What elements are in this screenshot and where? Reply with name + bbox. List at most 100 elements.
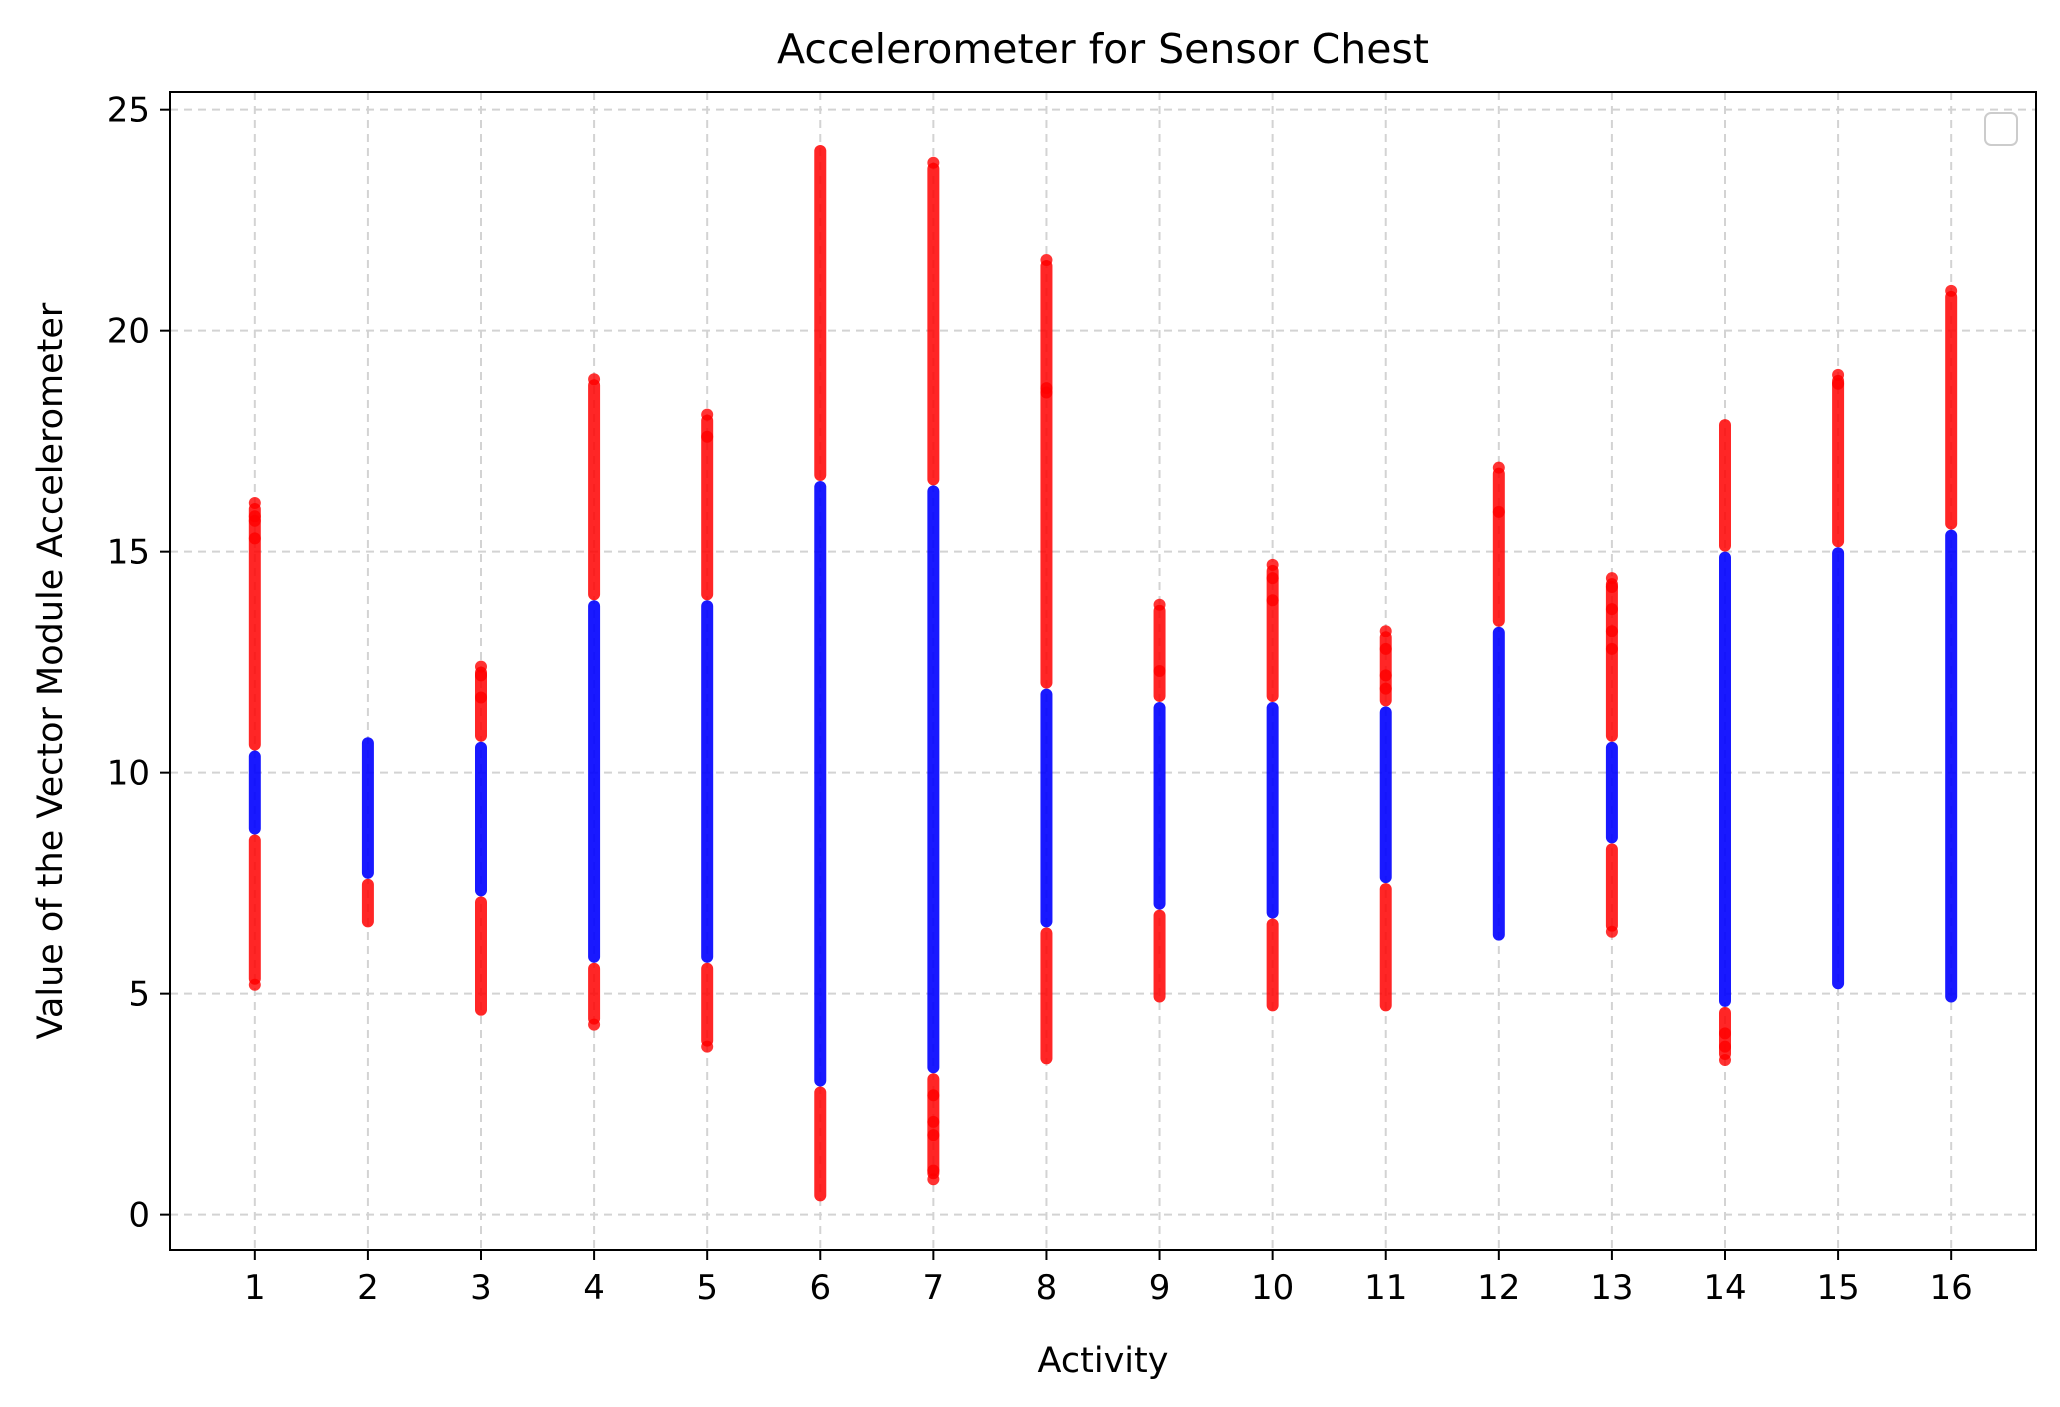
- upper-tail-points: [814, 145, 827, 481]
- y-tick-label: 10: [107, 754, 150, 794]
- outlier-point: [927, 1089, 940, 1102]
- outlier-point: [927, 156, 940, 169]
- outlier-point: [588, 373, 601, 386]
- y-tick-label: 0: [128, 1196, 150, 1236]
- y-tick-label: 20: [107, 312, 150, 352]
- x-tick-label: 3: [470, 1268, 492, 1308]
- outlier-point: [1719, 1027, 1731, 1040]
- lower-tail-points: [1153, 909, 1166, 1003]
- x-tick-label: 15: [1816, 1268, 1859, 1308]
- upper-tail-points: [1719, 419, 1731, 552]
- outlier-point: [1379, 642, 1392, 655]
- x-tick-label: 4: [583, 1268, 605, 1308]
- chart-title: Accelerometer for Sensor Chest: [777, 25, 1429, 73]
- activity-8-series: [1040, 253, 1053, 1065]
- band-points: [1605, 741, 1618, 844]
- upper-tail-points: [248, 503, 261, 751]
- outlier-point: [1379, 625, 1392, 638]
- outlier-point: [927, 1115, 940, 1128]
- band-points: [927, 485, 940, 1074]
- lower-tail-points: [1605, 843, 1618, 932]
- y-tick-label: 5: [128, 975, 150, 1015]
- upper-tail-points: [1832, 374, 1845, 548]
- activity-14-series: [1719, 419, 1731, 1066]
- lower-tail-points: [1379, 883, 1392, 1012]
- upper-tail-points: [1605, 578, 1618, 742]
- outlier-point: [927, 1164, 940, 1177]
- band-points: [1379, 706, 1392, 884]
- outlier-point: [1605, 572, 1618, 585]
- band-points: [1266, 701, 1279, 919]
- outlier-point: [1379, 669, 1392, 682]
- outlier-point: [1266, 572, 1279, 585]
- activity-16-series: [1945, 284, 1958, 1003]
- band-points: [361, 737, 374, 879]
- lower-tail-points: [1040, 927, 1053, 1065]
- lower-tail-points: [588, 962, 601, 1025]
- upper-tail-points: [1379, 631, 1392, 707]
- band-points: [1040, 688, 1053, 928]
- outlier-point: [248, 497, 261, 510]
- x-tick-label: 11: [1364, 1268, 1407, 1308]
- outlier-point: [701, 408, 714, 421]
- outlier-point: [1605, 581, 1618, 594]
- outlier-point: [927, 1173, 940, 1186]
- plot-frame: [169, 91, 2037, 1251]
- activity-6-series: [814, 145, 827, 1202]
- x-tick-label: 9: [1149, 1268, 1171, 1308]
- band-points: [814, 480, 827, 1087]
- upper-tail-points: [927, 162, 940, 486]
- outlier-point: [1719, 1040, 1731, 1053]
- activity-13-series: [1605, 572, 1618, 938]
- lower-tail-points: [1266, 918, 1279, 1012]
- band-points: [475, 741, 487, 897]
- x-tick-label: 1: [244, 1268, 266, 1308]
- lower-tail-points: [814, 1086, 827, 1202]
- x-tick-label: 10: [1251, 1268, 1294, 1308]
- x-axis-label: Activity: [1038, 1341, 1169, 1381]
- outlier-point: [1605, 925, 1618, 938]
- outlier-point: [1040, 382, 1053, 395]
- outlier-point: [701, 1040, 714, 1053]
- activity-3-series: [475, 660, 487, 1016]
- lower-tail-points: [248, 834, 261, 985]
- outlier-point: [1605, 642, 1618, 655]
- upper-tail-points: [1266, 564, 1279, 702]
- activity-9-series: [1153, 598, 1166, 1003]
- lower-tail-points: [361, 878, 374, 928]
- x-tick-label: 8: [1036, 1268, 1058, 1308]
- lower-tail-points: [701, 962, 714, 1047]
- outlier-point: [1492, 461, 1505, 474]
- outlier-point: [475, 660, 487, 673]
- outlier-point: [1605, 603, 1618, 616]
- band-points: [248, 750, 261, 835]
- outlier-point: [475, 691, 487, 704]
- outlier-point: [927, 1129, 940, 1142]
- upper-tail-points: [1945, 290, 1958, 530]
- upper-tail-points: [588, 379, 601, 601]
- activity-5-series: [701, 408, 714, 1053]
- outlier-point: [1492, 505, 1505, 518]
- activity-7-series: [927, 156, 940, 1186]
- x-tick-label: 16: [1930, 1268, 1973, 1308]
- outlier-point: [248, 532, 261, 545]
- outlier-point: [1379, 682, 1392, 695]
- outlier-point: [475, 669, 487, 682]
- activity-4-series: [588, 373, 601, 1031]
- outlier-point: [1832, 377, 1845, 390]
- outlier-point: [1266, 558, 1279, 571]
- band-points: [1945, 529, 1958, 1003]
- outlier-point: [248, 978, 261, 991]
- outlier-point: [1605, 625, 1618, 638]
- outlier-point: [1040, 253, 1053, 266]
- band-points: [1492, 626, 1505, 941]
- y-tick-label: 25: [107, 91, 150, 131]
- outlier-point: [1832, 368, 1845, 381]
- upper-tail-points: [1153, 604, 1166, 702]
- outlier-point: [1266, 594, 1279, 607]
- y-tick-label: 15: [107, 533, 150, 573]
- upper-tail-points: [1492, 467, 1505, 627]
- outlier-point: [1153, 665, 1166, 677]
- y-axis-label: Value of the Vector Module Accelerometer: [31, 302, 71, 1039]
